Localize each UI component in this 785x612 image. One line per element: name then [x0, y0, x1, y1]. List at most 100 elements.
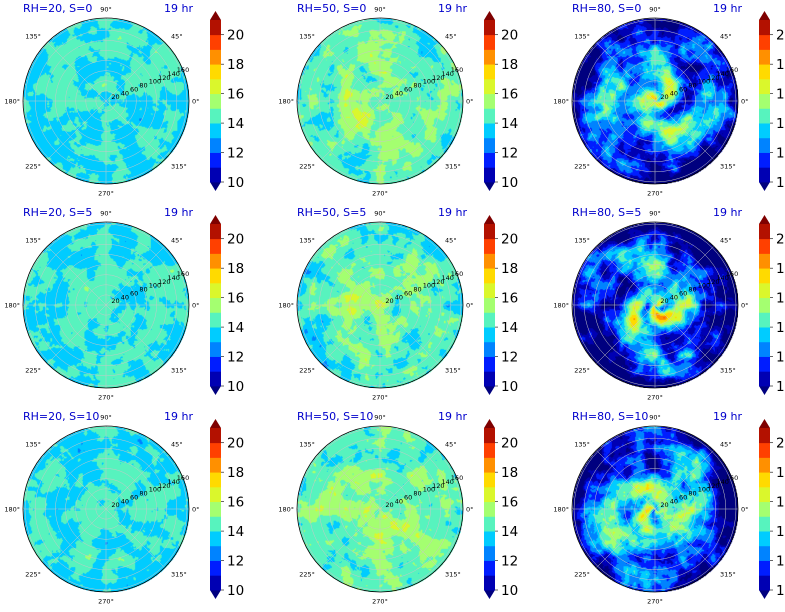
colorbar-tick-label: 14 [227, 524, 244, 540]
angular-gridline [654, 450, 714, 510]
colorbar: 10 12 14 16 18 20 [210, 215, 244, 395]
colorbar-segment [210, 20, 221, 36]
angle-tick-label: 225° [25, 571, 41, 579]
colorbar-segment [210, 282, 221, 299]
angular-gridline [47, 100, 107, 160]
angle-tick-label: 90° [374, 6, 386, 14]
angle-tick-label: 270° [372, 394, 388, 402]
colorbar-extend-max [759, 419, 770, 428]
angular-gridline [379, 246, 439, 306]
radial-tick-label: 160 [177, 474, 189, 482]
colorbar-tick-label: 12 [227, 554, 244, 570]
colorbar-tick-label: 16 [776, 87, 785, 103]
colorbar-tick-label: 20 [501, 436, 518, 452]
colorbar-tick-label: 10 [776, 583, 785, 599]
angle-tick-label: 180° [278, 98, 294, 106]
colorbar-extend-min [210, 590, 221, 599]
angle-tick-label: 180° [4, 302, 20, 310]
angle-tick-label: 225° [299, 367, 315, 375]
colorbar: 10 12 14 16 18 20 [210, 11, 244, 191]
colorbar-segment [759, 20, 770, 36]
colorbar-segment [759, 531, 770, 547]
radial-tick-label: 140 [716, 478, 728, 486]
colorbar-segment [759, 137, 770, 153]
angular-gridline [105, 246, 165, 306]
angle-tick-label: 225° [25, 367, 41, 375]
radial-tick-label: 20 [660, 93, 668, 101]
colorbar-extend-min [484, 182, 495, 191]
angle-tick-label: 225° [574, 571, 590, 579]
colorbar-segment [210, 93, 221, 109]
angle-tick-label: 45° [171, 32, 183, 40]
colorbar-segment [210, 531, 221, 547]
colorbar-tick-label: 18 [776, 465, 785, 481]
angle-tick-label: 135° [25, 32, 41, 40]
radial-tick-label: 40 [121, 497, 129, 505]
colorbar-segment [484, 93, 495, 109]
radial-tick-label: 100 [149, 486, 161, 494]
colorbar-tick-label: 14 [227, 116, 244, 132]
angle-tick-label: 45° [720, 236, 732, 244]
colorbar-tick-label: 10 [776, 379, 785, 395]
colorbar-segment [759, 268, 770, 284]
angle-tick-label: 180° [553, 506, 569, 514]
colorbar-segment [210, 297, 221, 313]
radial-tick-label: 100 [423, 78, 435, 86]
colorbar-segment [210, 34, 221, 50]
radial-tick-label: 140 [167, 478, 179, 486]
colorbar-segment [210, 152, 221, 168]
panel-title: RH=50, S=5 [297, 206, 366, 219]
angle-tick-label: 135° [574, 440, 590, 448]
colorbar-segment [759, 472, 770, 488]
radial-tick-label: 160 [726, 270, 738, 278]
radial-tick-label: 40 [670, 89, 678, 97]
colorbar-segment [210, 575, 221, 591]
radial-tick-label: 40 [670, 497, 678, 505]
radial-tick-label: 80 [413, 286, 421, 294]
colorbar-segment [759, 457, 770, 473]
time-label: 19 hr [438, 2, 467, 15]
angle-tick-label: 225° [299, 571, 315, 579]
angle-tick-label: 90° [100, 6, 112, 14]
angular-gridline [379, 450, 439, 510]
colorbar-tick-label: 16 [776, 495, 785, 511]
radial-tick-label: 100 [698, 486, 710, 494]
angle-tick-label: 45° [445, 32, 457, 40]
radial-tick-label: 160 [451, 66, 463, 74]
radial-tick-label: 60 [404, 85, 412, 93]
colorbar-extend-min [484, 590, 495, 599]
time-label: 19 hr [713, 206, 742, 219]
time-label: 19 hr [438, 206, 467, 219]
colorbar-tick-label: 12 [776, 350, 785, 366]
radial-tick-label: 80 [413, 82, 421, 90]
colorbar-tick-label: 18 [501, 57, 518, 73]
polar-frame [22, 17, 190, 185]
panel-title: RH=20, S=10 [23, 410, 99, 423]
angular-gridline [47, 42, 107, 102]
radial-tick-label: 80 [688, 490, 696, 498]
angle-tick-label: 135° [299, 32, 315, 40]
colorbar: 10 12 14 16 18 20 [484, 11, 518, 191]
colorbar-tick-label: 12 [501, 554, 518, 570]
colorbar-segment [759, 501, 770, 517]
colorbar-segment [210, 123, 221, 139]
colorbar-extend-max [484, 215, 495, 224]
colorbar-segment [484, 341, 495, 357]
colorbar-segment [484, 34, 495, 50]
panel-grid: 20 40 60 80 1001201401600°45°90°135°180°225°… [4, 2, 785, 606]
polar-panel-8: 20 40 60 80 1001201401600°45°90°135°180°225°… [278, 410, 518, 606]
polar-frame [296, 17, 464, 185]
angle-tick-label: 0° [192, 506, 199, 514]
colorbar-tick-label: 18 [776, 261, 785, 277]
angle-tick-label: 180° [553, 98, 569, 106]
colorbar-segment [759, 371, 770, 387]
polar-panel-2: 20 40 60 80 1001201401600°45°90°135°180°225°… [278, 2, 518, 198]
colorbar-segment [759, 34, 770, 50]
angle-tick-label: 135° [574, 32, 590, 40]
angular-gridline [596, 100, 656, 160]
colorbar-tick-label: 12 [501, 350, 518, 366]
colorbar: 10 12 14 16 18 20 [484, 215, 518, 395]
polar-grid [297, 18, 463, 184]
colorbar-tick-label: 10 [501, 379, 518, 395]
colorbar-tick-label: 16 [501, 495, 518, 511]
